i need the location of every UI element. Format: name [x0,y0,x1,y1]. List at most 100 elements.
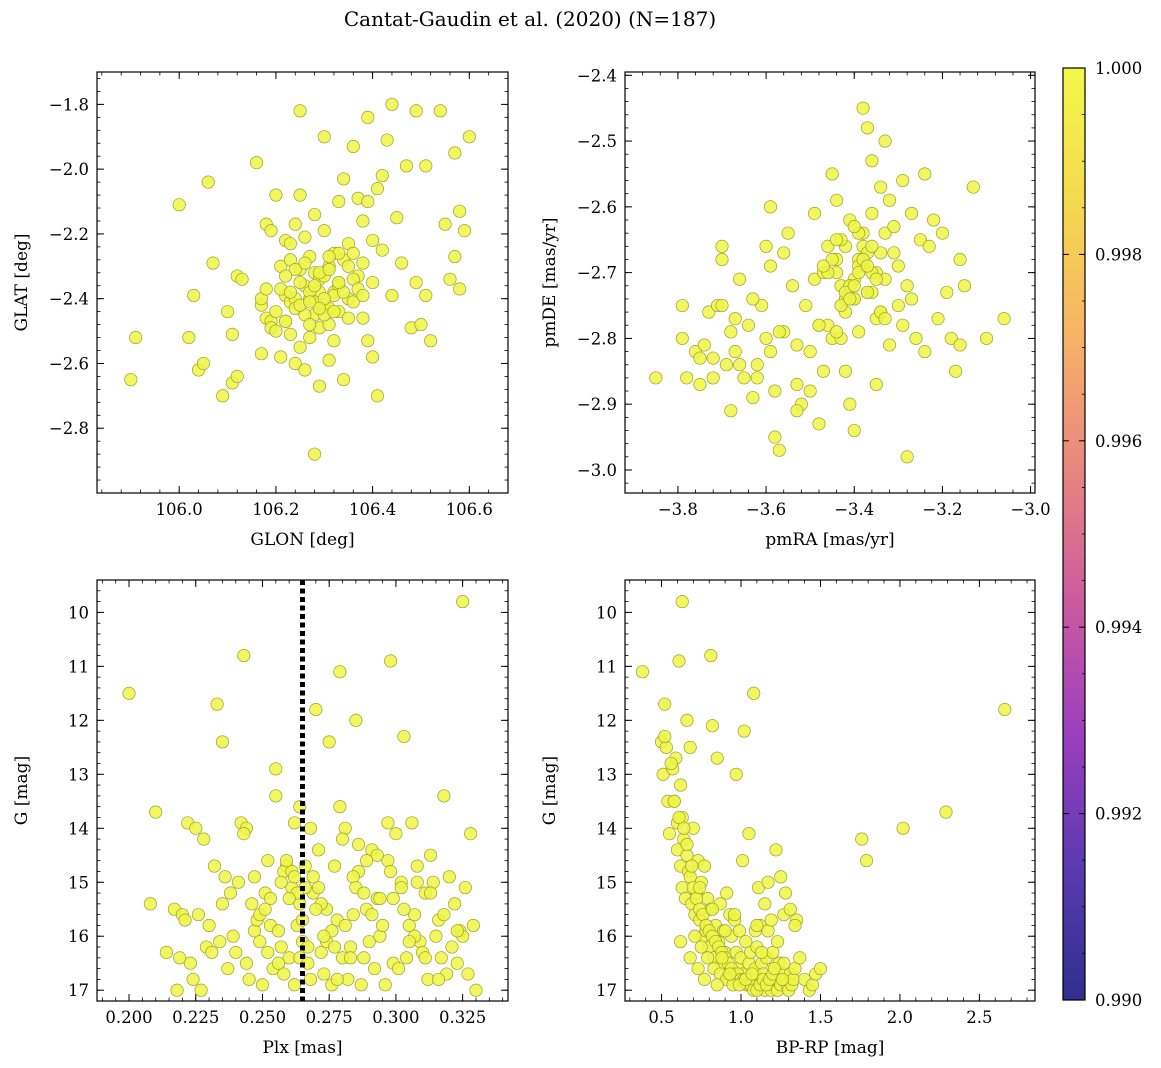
scatter-point [333,800,347,814]
panel-pmra-pmde: −3.8 −3.6 −3.4 −3.2 −3.0 −3.0 −2.9 −2.8 −2.7 −2.6… [540,66,1051,550]
scatter-point [410,859,424,873]
y-tick-label: 16 [596,927,617,946]
y-tick-label: 16 [68,927,89,946]
scatter-point [194,983,208,997]
scatter-point [453,204,467,218]
y-tick-label: −1.8 [49,95,89,114]
scatter-point [242,972,256,986]
scatter-point [689,891,704,905]
scatter-point [778,886,793,900]
scatter-point [338,918,352,932]
panel-glon-glat: 106.0 106.2 106.4 106.6 −2.8 −2.6 −2.4 −2.2 −2.0… [12,71,509,550]
scatter-point [450,956,464,970]
scatter-point [298,256,312,270]
scatter-point [685,859,699,873]
scatter-point [694,940,708,954]
scatter-point [953,338,967,352]
scatter-point [803,345,817,359]
scatter-point [456,595,470,609]
scatter-point [341,311,355,325]
scatter-point [878,226,892,240]
scatter-point [253,935,267,949]
scatter-point [337,172,351,186]
scatter-point [279,269,293,283]
scatter-point [759,331,773,345]
x-tick-label: −3.0 [1011,500,1051,519]
scatter-point [424,848,438,862]
scatter-point [341,259,355,273]
x-tick-label: 106.4 [349,500,396,519]
scatter-point [659,740,673,754]
scatter-point [312,379,326,393]
plx-g-points [122,595,483,997]
scatter-point [207,859,221,873]
panel-bprp-g: 0.5 1.0 1.5 2.0 2.5 10 11 12 13 14 15 16 17 BP-RP [ma… [540,579,1036,1058]
scatter-point [874,246,888,260]
scatter-point [187,288,201,302]
scatter-point [356,214,370,228]
scatter-point [259,282,273,296]
scatter-point [834,298,848,313]
scatter-point [741,318,755,332]
scatter-point [649,371,663,385]
scatter-point [913,233,927,247]
scatter-point [693,377,707,392]
scatter-point [896,318,910,332]
scatter-point [763,200,778,214]
y-tick-label: −3.0 [577,461,617,480]
scatter-point [183,956,197,970]
scatter-point [414,318,428,332]
scatter-point [172,198,186,212]
scatter-point [394,881,408,895]
scatter-point [761,875,775,889]
scatter-point [205,945,219,959]
scatter-point [269,305,283,319]
scatter-point [434,951,448,965]
x-tick-label: 0.275 [306,1008,353,1027]
y-tick-label: 14 [68,819,89,838]
y-tick-label: −2.7 [577,264,617,283]
scatter-point [860,121,875,135]
scatter-point [314,945,328,959]
scatter-point [448,250,462,264]
scatter-point [303,821,318,835]
scatter-point [768,430,782,444]
scatter-point [830,193,844,207]
scatter-point [940,285,954,299]
x-tick-label: 0.225 [172,1008,219,1027]
scatter-point [843,397,857,411]
scatter-point [368,962,382,976]
scatter-point [720,886,734,900]
colorbar-tick-label: 0.996 [1095,432,1142,451]
scatter-point [935,226,949,240]
scatter-point [361,110,375,124]
scatter-point [424,334,438,348]
scatter-point [869,377,883,392]
scatter-point [221,962,235,976]
scatter-point [445,940,459,954]
scatter-point [235,272,249,286]
scatter-point [891,298,905,313]
scatter-point [279,854,294,868]
y-tick-label: −2.8 [49,419,89,438]
colorbar-gradient [1062,67,1086,1001]
scatter-point [693,881,707,895]
pmra-pmde-xlabel: pmRA [mas/yr] [765,530,894,550]
pmra-pmde-ylabel: pmDE [mas/yr] [540,217,560,347]
scatter-point [772,325,786,339]
y-tick-label: 13 [596,765,617,784]
scatter-point [303,318,317,332]
scatter-point [298,230,312,244]
scatter-point [330,972,344,986]
scatter-point [293,104,307,118]
bprp-g-ylabel: G [mag] [540,756,560,825]
scatter-point [763,345,778,359]
scatter-point [283,237,297,251]
scatter-point [129,330,143,345]
x-tick-label: −3.8 [658,500,698,519]
scatter-point [346,139,360,154]
scatter-point [357,886,371,900]
scatter-point [418,951,432,965]
scatter-point [378,978,392,992]
scatter-point [317,224,331,238]
